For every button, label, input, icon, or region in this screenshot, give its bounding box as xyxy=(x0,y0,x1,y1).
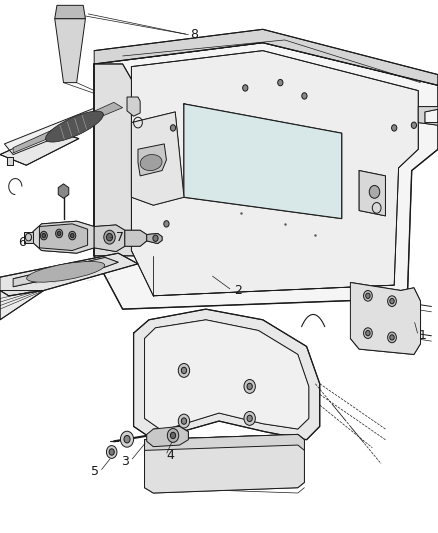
Circle shape xyxy=(40,231,47,240)
Polygon shape xyxy=(94,225,125,252)
Circle shape xyxy=(247,415,252,422)
Circle shape xyxy=(124,435,130,443)
Polygon shape xyxy=(94,64,153,256)
Polygon shape xyxy=(39,224,88,251)
Circle shape xyxy=(411,122,417,128)
Polygon shape xyxy=(184,104,342,219)
Polygon shape xyxy=(145,320,309,431)
Polygon shape xyxy=(147,233,162,244)
Circle shape xyxy=(71,233,74,238)
Circle shape xyxy=(178,364,190,377)
Polygon shape xyxy=(359,171,385,216)
Text: 5: 5 xyxy=(91,465,99,478)
Text: 4: 4 xyxy=(166,449,174,462)
Circle shape xyxy=(388,332,396,343)
Polygon shape xyxy=(13,102,123,153)
Text: 1: 1 xyxy=(418,329,426,342)
Polygon shape xyxy=(0,253,138,296)
Ellipse shape xyxy=(27,262,105,282)
Circle shape xyxy=(178,414,190,428)
Polygon shape xyxy=(94,43,438,309)
Polygon shape xyxy=(0,290,44,320)
Circle shape xyxy=(278,79,283,86)
Circle shape xyxy=(181,418,187,424)
Circle shape xyxy=(364,328,372,338)
Polygon shape xyxy=(13,257,118,287)
Polygon shape xyxy=(94,29,438,85)
Polygon shape xyxy=(350,282,420,354)
Polygon shape xyxy=(55,5,85,19)
Circle shape xyxy=(390,298,394,304)
Circle shape xyxy=(181,367,187,374)
Polygon shape xyxy=(33,221,94,253)
Circle shape xyxy=(369,185,380,198)
Text: 3: 3 xyxy=(121,455,129,467)
Polygon shape xyxy=(4,99,127,155)
Circle shape xyxy=(104,230,115,244)
Circle shape xyxy=(106,233,113,241)
Circle shape xyxy=(366,293,370,298)
Polygon shape xyxy=(131,112,184,205)
Text: 2: 2 xyxy=(234,284,242,297)
Circle shape xyxy=(364,290,372,301)
Text: 7: 7 xyxy=(116,231,124,244)
Polygon shape xyxy=(147,426,188,447)
Polygon shape xyxy=(58,184,69,198)
Text: 8: 8 xyxy=(191,28,198,41)
Circle shape xyxy=(120,431,134,447)
Circle shape xyxy=(57,231,61,236)
Polygon shape xyxy=(138,144,166,176)
Text: 6: 6 xyxy=(18,236,26,249)
Circle shape xyxy=(56,229,63,238)
Circle shape xyxy=(69,231,76,240)
Polygon shape xyxy=(145,434,304,450)
Circle shape xyxy=(302,93,307,99)
Circle shape xyxy=(170,432,176,439)
Polygon shape xyxy=(145,434,304,493)
Circle shape xyxy=(247,383,252,390)
Circle shape xyxy=(170,125,176,131)
Ellipse shape xyxy=(46,111,103,142)
Polygon shape xyxy=(7,157,13,165)
Polygon shape xyxy=(125,230,147,246)
Circle shape xyxy=(42,233,46,238)
Polygon shape xyxy=(127,97,140,116)
Circle shape xyxy=(388,296,396,306)
Ellipse shape xyxy=(140,155,162,171)
Circle shape xyxy=(109,449,114,455)
Circle shape xyxy=(244,411,255,425)
Polygon shape xyxy=(0,131,79,165)
Polygon shape xyxy=(24,232,33,243)
Circle shape xyxy=(243,85,248,91)
Circle shape xyxy=(106,446,117,458)
Polygon shape xyxy=(418,107,438,125)
Circle shape xyxy=(392,125,397,131)
Circle shape xyxy=(390,335,394,340)
Polygon shape xyxy=(131,51,418,296)
Circle shape xyxy=(244,379,255,393)
Circle shape xyxy=(153,235,158,241)
Circle shape xyxy=(164,221,169,227)
Polygon shape xyxy=(55,19,85,83)
Circle shape xyxy=(167,429,179,442)
Circle shape xyxy=(366,330,370,336)
Polygon shape xyxy=(134,309,320,440)
